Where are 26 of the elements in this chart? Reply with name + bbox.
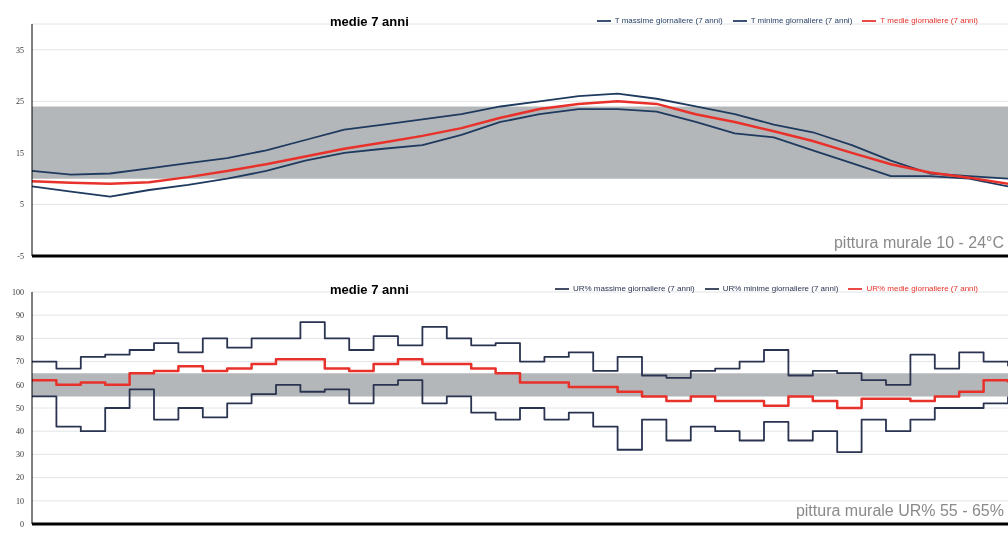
- legend-label: T massime giornaliere (7 anni): [614, 16, 723, 26]
- y-tick-label: 50: [16, 403, 24, 413]
- y-tick-label: 35: [16, 45, 24, 55]
- y-tick-label: 0: [20, 519, 24, 529]
- y-tick-label: 40: [16, 427, 24, 437]
- annotation: pittura murale UR% 55 - 65%: [795, 502, 1004, 520]
- legend-label: T medie giornaliere (7 anni): [880, 16, 978, 26]
- y-tick-label: 70: [16, 357, 24, 367]
- chart-title: medie 7 anni: [330, 282, 409, 297]
- legend-label: UR% minime giornaliere (7 anni): [722, 284, 839, 294]
- legend-label: T minime giornaliere (7 anni): [750, 16, 853, 26]
- y-tick-label: 80: [16, 334, 24, 344]
- chart-title: medie 7 anni: [330, 14, 409, 29]
- y-tick-label: 20: [16, 473, 24, 483]
- legend-label: UR% massime giornaliere (7 anni): [572, 284, 695, 294]
- y-tick-label: 30: [16, 450, 24, 460]
- legend-label: UR% medie giornaliere (7 anni): [866, 284, 978, 294]
- y-tick-label: 25: [16, 97, 24, 107]
- y-tick-label: 5: [20, 200, 24, 210]
- y-tick-label: -5: [17, 251, 24, 261]
- y-tick-label: 10: [16, 496, 24, 506]
- y-tick-label: 90: [16, 311, 24, 321]
- y-tick-label: 60: [16, 380, 24, 390]
- annotation: pittura murale 10 - 24°C: [833, 234, 1004, 252]
- y-tick-label: 100: [12, 287, 24, 297]
- y-tick-label: 15: [16, 148, 24, 158]
